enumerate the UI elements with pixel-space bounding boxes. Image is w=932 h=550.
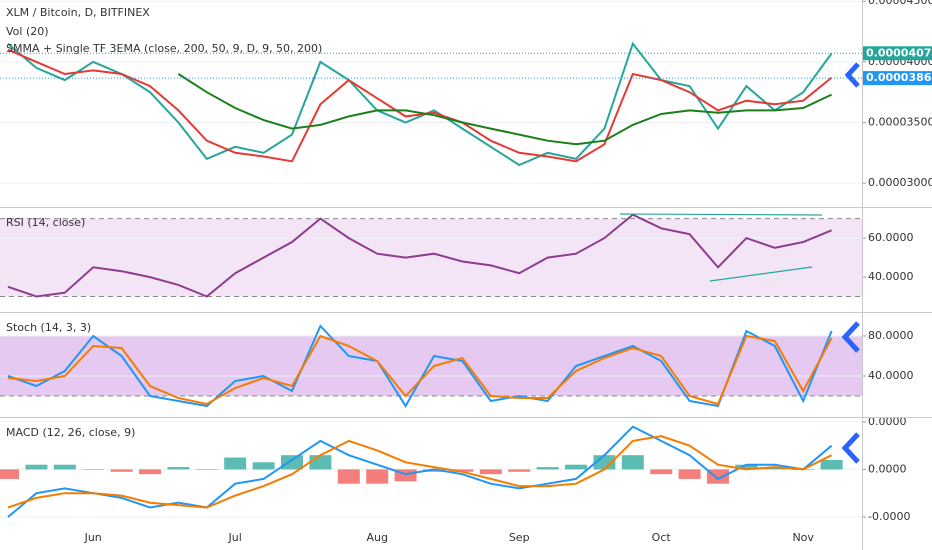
histogram-bar: [110, 469, 133, 472]
x-tick-label: Jun: [84, 531, 102, 544]
histogram-bar: [224, 457, 247, 470]
price-tag: [862, 46, 932, 61]
histogram-bar: [820, 459, 843, 470]
series-line: [177, 73, 833, 146]
histogram-bar: [281, 455, 303, 470]
y-tick-label: 40.0000: [868, 369, 914, 382]
x-tick-label: Oct: [652, 531, 672, 544]
y-tick-label: 0.00003500: [868, 116, 932, 129]
series-line: [7, 334, 833, 406]
y-tick-label: 0.0000: [868, 462, 907, 475]
histogram-bar: [763, 467, 786, 470]
x-tick-label: Jul: [228, 531, 242, 544]
histogram-bar: [139, 469, 161, 475]
price-tag-label: 0.00003866: [866, 71, 932, 84]
series-line: [7, 41, 833, 167]
series-line: [7, 435, 833, 509]
histogram-bar: [536, 467, 559, 470]
histogram-bar: [451, 469, 474, 472]
series-line: [7, 213, 832, 298]
histogram-bar: [337, 469, 360, 484]
histogram-bar: [0, 469, 19, 479]
chevron: [841, 432, 860, 464]
histogram-bar: [565, 464, 587, 470]
series-line: [7, 425, 833, 518]
indicator-label: Vol (20): [6, 25, 49, 38]
histogram-bar: [621, 455, 644, 470]
histogram-bar: [252, 462, 275, 470]
x-tick-label: Aug: [366, 531, 387, 544]
histogram-bar: [735, 464, 758, 470]
histogram-bar: [707, 469, 729, 484]
y-tick-label: -0.0000: [868, 510, 910, 523]
histogram-bar: [366, 469, 389, 484]
y-tick-label: 0.00004500: [868, 0, 932, 7]
histogram-bar: [508, 469, 531, 472]
band-fill: [0, 218, 862, 297]
histogram-bar: [479, 469, 502, 475]
price-tag: [862, 71, 932, 86]
histogram-bar: [309, 455, 332, 470]
chevron: [841, 321, 860, 353]
y-tick-label: 0.0000: [868, 415, 907, 428]
panel-title: XLM / Bitcoin, D, BITFINEX: [6, 6, 150, 19]
y-tick-label: 60.0000: [868, 231, 914, 244]
y-tick-label: 80.0000: [868, 329, 914, 342]
panel-title: RSI (14, close): [6, 216, 85, 229]
histogram-bar: [167, 467, 190, 470]
histogram-bar: [25, 464, 48, 470]
histogram-bar: [678, 469, 701, 479]
histogram-bar: [53, 464, 76, 470]
chevron: [844, 62, 860, 88]
histogram-bar: [394, 469, 417, 482]
histogram-bar: [650, 469, 673, 475]
histogram-bar: [195, 469, 218, 470]
panel-title: Stoch (14, 3, 3): [6, 321, 91, 334]
x-tick-label: Sep: [509, 531, 530, 544]
y-tick-label: 0.00003000: [868, 176, 932, 189]
trend-line: [709, 266, 813, 282]
trend-line: [619, 213, 823, 216]
series-line: [7, 48, 833, 163]
price-tag-label: 0.00004071: [866, 46, 932, 59]
histogram-bar: [82, 469, 105, 470]
histogram-bar: [423, 469, 445, 472]
y-tick-label: 40.0000: [868, 270, 914, 283]
panel-title: MACD (12, 26, close, 9): [6, 426, 135, 439]
x-tick-label: Nov: [792, 531, 814, 544]
indicator-label: SMMA + Single TF 3EMA (close, 200, 50, 9…: [6, 42, 322, 55]
